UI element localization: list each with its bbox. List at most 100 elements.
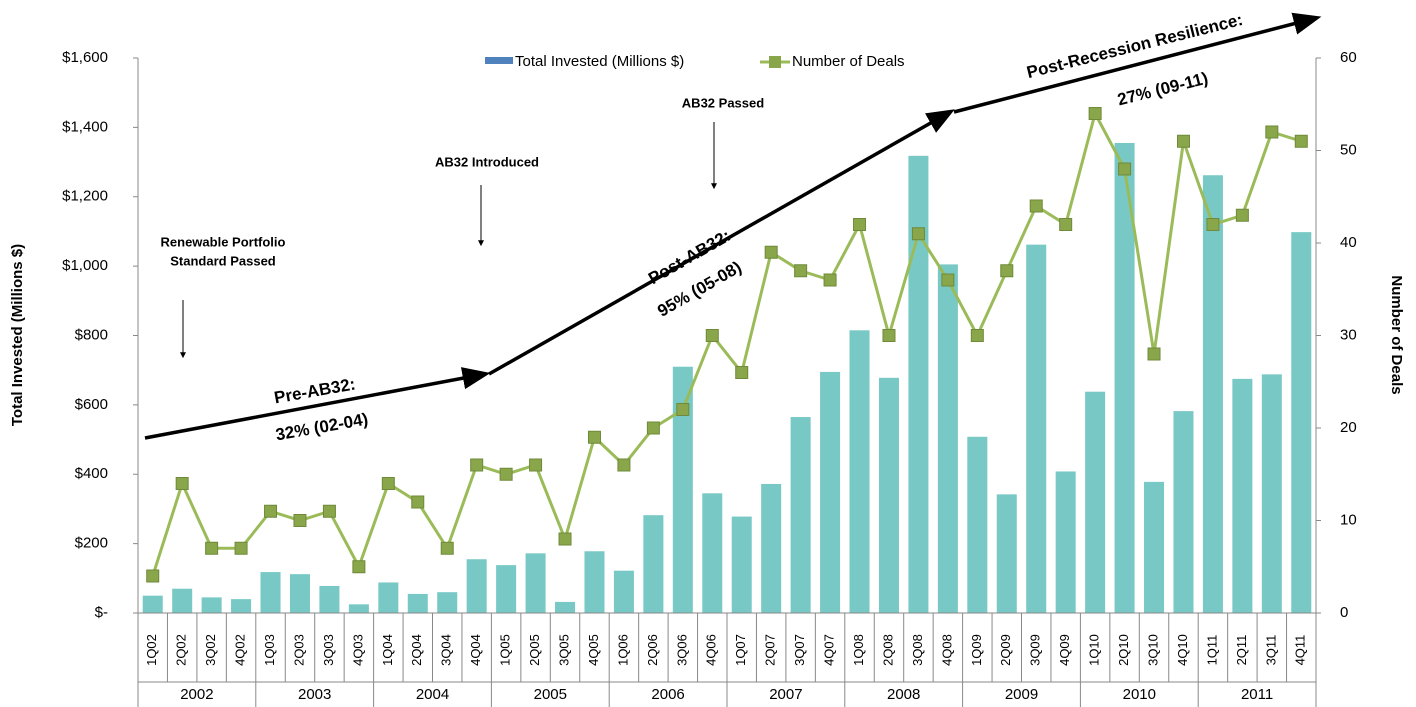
x-tick-label: 3Q05 bbox=[556, 634, 571, 666]
line-marker bbox=[1294, 134, 1308, 148]
y2-tick-label: 10 bbox=[1340, 511, 1357, 528]
x-tick-label: 1Q09 bbox=[969, 634, 984, 666]
bar bbox=[319, 585, 340, 613]
bar bbox=[643, 515, 664, 613]
x-tick-label: 2Q09 bbox=[998, 634, 1013, 666]
x-group-label: 2007 bbox=[769, 686, 802, 703]
y-tick-label: $- bbox=[95, 604, 108, 621]
bar bbox=[1291, 232, 1312, 613]
x-tick-label: 2Q06 bbox=[645, 634, 660, 666]
line-marker bbox=[293, 514, 307, 527]
bar bbox=[289, 574, 310, 613]
line-marker bbox=[1265, 125, 1279, 139]
x-tick-label: 3Q02 bbox=[203, 634, 218, 666]
x-group-label: 2010 bbox=[1123, 686, 1156, 703]
line-marker bbox=[646, 421, 660, 435]
annotation: Standard Passed bbox=[170, 253, 276, 268]
annotation: AB32 Introduced bbox=[435, 154, 539, 169]
bar bbox=[1173, 411, 1194, 613]
x-tick-label: 1Q03 bbox=[262, 634, 277, 666]
bar bbox=[260, 572, 281, 613]
x-group-label: 2009 bbox=[1005, 686, 1038, 703]
bar bbox=[1114, 142, 1135, 613]
x-tick-label: 4Q09 bbox=[1057, 634, 1072, 666]
line-marker bbox=[823, 273, 837, 287]
x-tick-label: 1Q04 bbox=[380, 634, 395, 666]
bar bbox=[849, 330, 870, 613]
x-tick-label: 4Q08 bbox=[939, 634, 954, 666]
x-tick-label: 2Q08 bbox=[880, 634, 895, 666]
y2-tick-label: 50 bbox=[1340, 141, 1357, 158]
line bbox=[151, 109, 1302, 577]
legend: Total Invested (Millions $) Number of Dea… bbox=[485, 53, 905, 70]
line-marker bbox=[735, 366, 749, 379]
x-tick-label: 4Q03 bbox=[350, 634, 365, 666]
bar bbox=[790, 417, 811, 613]
bar bbox=[908, 155, 929, 613]
bar bbox=[466, 559, 487, 613]
bar bbox=[996, 494, 1017, 613]
line-marker bbox=[411, 495, 425, 509]
legend-swatch bbox=[485, 57, 513, 64]
line-marker bbox=[440, 541, 454, 555]
x-tick-label: 4Q02 bbox=[233, 634, 248, 666]
bar bbox=[348, 604, 369, 613]
line-marker bbox=[558, 532, 572, 546]
x-tick-label: 3Q07 bbox=[792, 634, 807, 666]
line-marker bbox=[617, 458, 631, 472]
event-arrows bbox=[180, 122, 717, 359]
y-tick-label: $1,200 bbox=[62, 188, 108, 205]
bar bbox=[172, 588, 193, 613]
x-tick-label: 3Q11 bbox=[1263, 635, 1278, 666]
bar bbox=[231, 599, 252, 613]
annotation: AB32 Passed bbox=[682, 95, 764, 110]
annotation: 32% (02-04) bbox=[274, 410, 369, 445]
y-tick-label: $600 bbox=[75, 396, 108, 413]
line-marker bbox=[970, 329, 984, 342]
x-tick-label: 4Q04 bbox=[468, 634, 483, 666]
annotation: Pre-AB32: bbox=[273, 375, 357, 408]
line-marker bbox=[381, 477, 395, 490]
x-group-label: 2006 bbox=[651, 686, 684, 703]
x-group-label: 2005 bbox=[534, 686, 567, 703]
line-marker bbox=[1059, 218, 1073, 231]
x-group-label: 2003 bbox=[298, 686, 331, 703]
line-marker bbox=[587, 430, 601, 444]
line-marker bbox=[882, 329, 896, 342]
y-tick-label: $1,000 bbox=[62, 257, 108, 274]
bar bbox=[878, 377, 899, 613]
line-marker bbox=[705, 329, 719, 342]
bar bbox=[496, 565, 517, 613]
x-tick-label: 3Q08 bbox=[910, 634, 925, 666]
bar bbox=[613, 570, 634, 613]
bar bbox=[1085, 391, 1106, 613]
y-tick-label: $800 bbox=[75, 326, 108, 343]
bar bbox=[1261, 374, 1282, 613]
bar bbox=[142, 595, 163, 613]
x-tick-label: 3Q10 bbox=[1145, 634, 1160, 666]
y2-tick-label: 30 bbox=[1340, 326, 1357, 343]
x-tick-label: 1Q08 bbox=[851, 634, 866, 666]
bar bbox=[525, 553, 546, 613]
y2-tick-label: 40 bbox=[1340, 234, 1357, 251]
y2-tick-label: 60 bbox=[1340, 49, 1357, 66]
x-tick-label: 3Q06 bbox=[674, 634, 689, 666]
line-marker bbox=[322, 504, 336, 518]
x-tick-label: 1Q02 bbox=[144, 634, 159, 666]
bar bbox=[967, 436, 988, 613]
x-tick-label: 1Q10 bbox=[1087, 634, 1102, 666]
x-tick-label: 2Q05 bbox=[527, 634, 542, 666]
x-tick-label: 4Q07 bbox=[822, 634, 837, 666]
bar bbox=[1026, 244, 1047, 613]
bar bbox=[937, 264, 958, 613]
y2-axis-title: Number of Deals bbox=[1388, 275, 1405, 394]
x-tick-label: 1Q07 bbox=[733, 634, 748, 666]
bar bbox=[1232, 378, 1253, 613]
line-marker bbox=[1147, 347, 1161, 361]
annotation: Renewable Portfolio bbox=[161, 234, 286, 249]
line-marker bbox=[1000, 264, 1014, 278]
x-tick-label: 2Q03 bbox=[291, 634, 306, 666]
line-marker bbox=[205, 541, 219, 555]
bar bbox=[702, 493, 723, 613]
trend-arrow bbox=[144, 12, 1322, 440]
